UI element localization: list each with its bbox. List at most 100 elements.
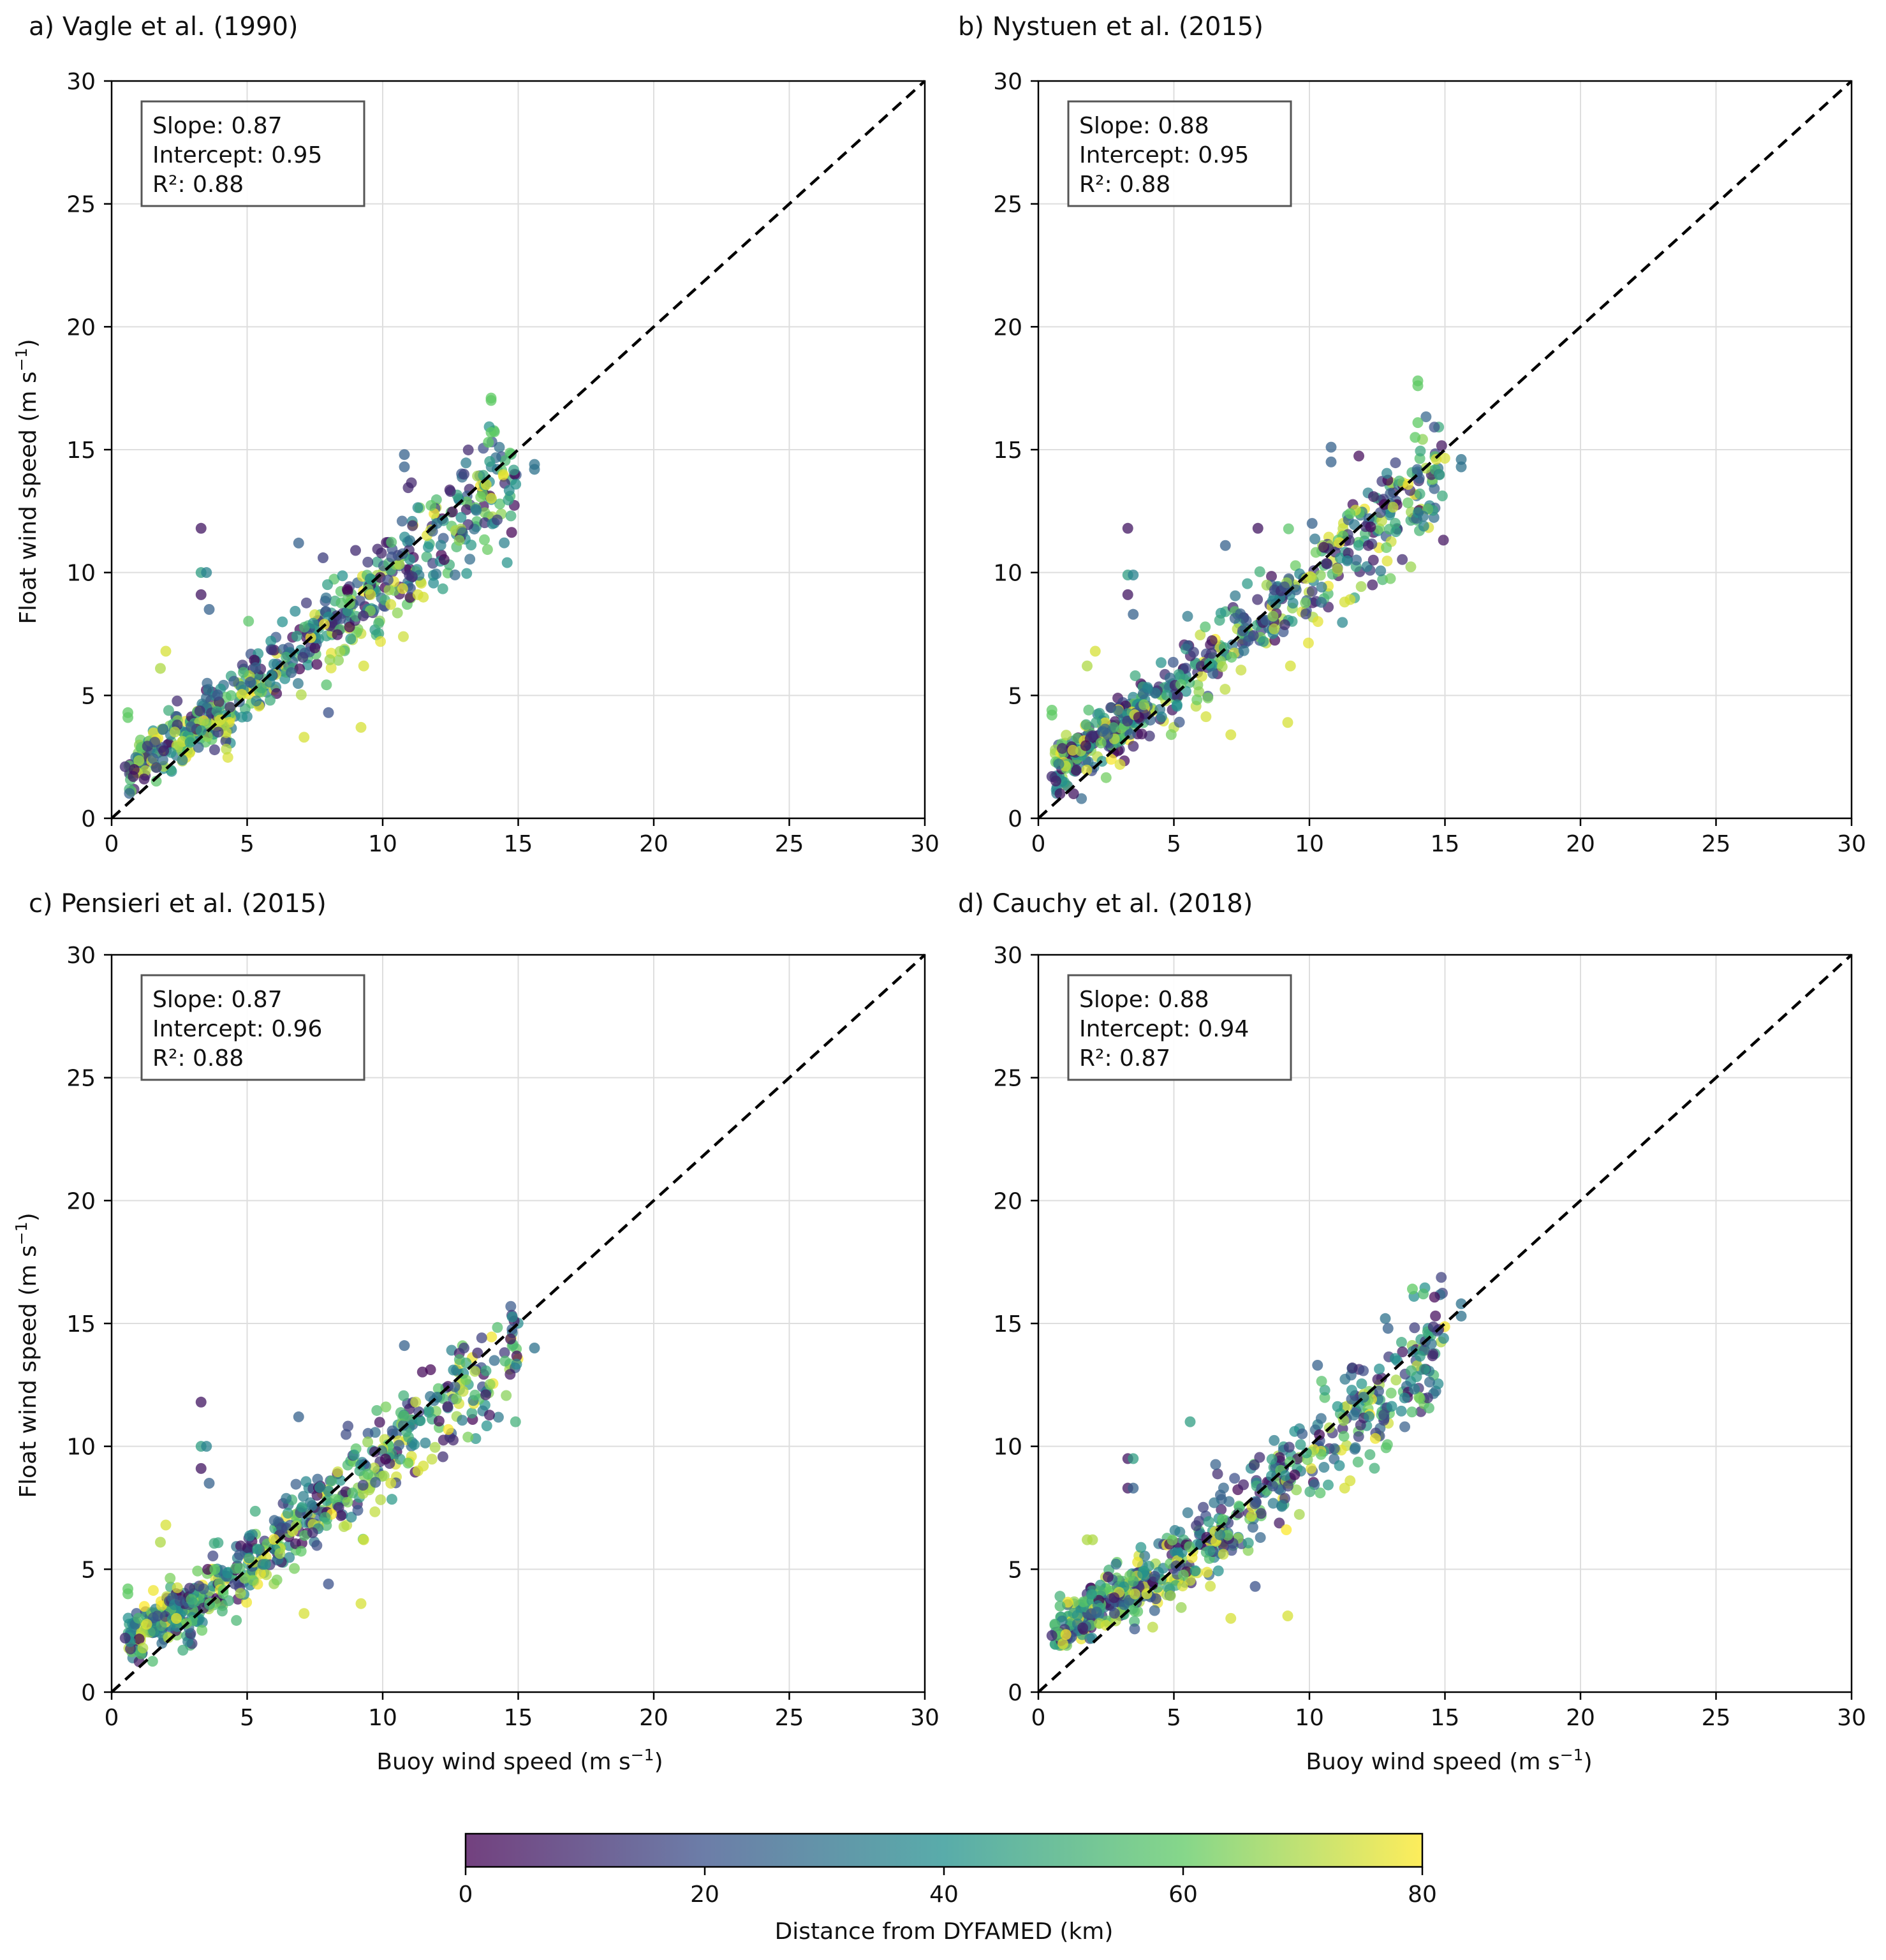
data-point — [492, 1411, 504, 1423]
data-point — [480, 1365, 492, 1376]
data-point — [229, 1578, 240, 1589]
data-point — [1429, 422, 1440, 433]
stats-line: Slope: 0.88 — [1079, 113, 1209, 139]
data-point — [1184, 1416, 1196, 1427]
data-point — [428, 577, 439, 589]
data-point — [1205, 1581, 1216, 1592]
data-point — [1180, 663, 1191, 674]
y-axis-label-top: Float wind speed (m s−1) — [12, 339, 41, 624]
data-point — [1375, 565, 1387, 577]
data-point — [203, 1477, 215, 1489]
data-point — [422, 542, 434, 553]
data-point — [1128, 570, 1139, 581]
data-point — [451, 1393, 462, 1404]
data-point — [1274, 1517, 1285, 1529]
y-tick-label: 5 — [81, 683, 96, 709]
stats-line: Slope: 0.88 — [1079, 987, 1209, 1013]
data-point — [476, 1332, 487, 1344]
data-point — [1282, 717, 1293, 728]
y-tick-label: 0 — [81, 1680, 96, 1706]
data-point — [1249, 1581, 1261, 1592]
colorbar-tick-label: 40 — [929, 1882, 959, 1908]
data-point — [1438, 1332, 1449, 1344]
data-point — [355, 721, 367, 733]
y-tick-label: 5 — [1008, 1557, 1022, 1583]
data-point — [1105, 754, 1117, 765]
stats-line: Intercept: 0.95 — [152, 142, 322, 168]
data-point — [386, 536, 397, 548]
data-point — [163, 1632, 174, 1644]
data-point — [1202, 1566, 1213, 1578]
data-point — [312, 1473, 323, 1485]
data-point — [1191, 694, 1203, 705]
data-point — [505, 1369, 516, 1380]
data-point — [1162, 1582, 1174, 1593]
data-point — [1412, 380, 1424, 392]
data-point — [1300, 608, 1311, 620]
data-point — [201, 692, 212, 704]
data-point — [429, 508, 440, 519]
data-point — [290, 1538, 301, 1549]
data-point — [1341, 555, 1353, 566]
data-point — [260, 1558, 272, 1570]
data-point — [1372, 1374, 1383, 1385]
data-point — [508, 464, 519, 476]
data-point — [209, 744, 220, 756]
data-point — [438, 554, 450, 565]
data-point — [410, 1396, 422, 1408]
data-point — [426, 1454, 438, 1465]
data-point — [1389, 518, 1401, 529]
data-point — [1378, 1409, 1390, 1420]
data-point — [486, 1331, 497, 1343]
data-point — [449, 569, 460, 580]
data-point — [1306, 518, 1318, 529]
data-point — [407, 571, 418, 582]
data-point — [297, 652, 309, 663]
data-point — [158, 745, 170, 756]
one-to-one-line — [1037, 954, 1853, 1693]
x-axis-label-left: Buoy wind speed (m s−1) — [376, 1746, 663, 1775]
data-point — [457, 1385, 469, 1397]
data-point — [1238, 645, 1249, 656]
stats-line: R²: 0.87 — [1079, 1045, 1170, 1072]
data-point — [402, 1457, 414, 1469]
data-point — [350, 545, 361, 556]
data-point — [169, 726, 180, 738]
data-point — [1086, 730, 1097, 742]
data-point — [217, 1588, 229, 1600]
data-point — [378, 1470, 390, 1482]
data-point — [307, 617, 319, 629]
data-point — [1195, 630, 1206, 641]
x-tick-label: 5 — [1167, 831, 1181, 857]
data-point — [1087, 1534, 1098, 1545]
data-point — [481, 1420, 492, 1432]
data-point — [203, 603, 215, 615]
data-point — [1139, 1551, 1151, 1562]
data-point — [1318, 542, 1329, 553]
data-point — [1380, 1313, 1391, 1324]
data-point — [1373, 1385, 1385, 1397]
data-point — [1171, 699, 1182, 711]
data-point — [321, 1520, 332, 1531]
data-point — [1227, 639, 1238, 651]
x-tick-label: 25 — [1702, 831, 1731, 857]
data-point — [1455, 461, 1467, 473]
y-tick-label: 0 — [81, 806, 96, 832]
data-point — [271, 1574, 283, 1586]
data-point — [195, 1463, 207, 1474]
y-tick-label: 25 — [993, 1066, 1022, 1092]
data-point — [412, 502, 424, 513]
x-tick-label: 30 — [1837, 831, 1866, 857]
data-point — [298, 1491, 309, 1502]
data-point — [460, 504, 472, 515]
data-point — [195, 725, 207, 737]
data-point — [484, 1378, 496, 1390]
data-point — [483, 1410, 495, 1421]
y-tick-label: 30 — [993, 69, 1022, 95]
data-point — [1345, 508, 1356, 519]
data-point — [290, 605, 301, 617]
data-point — [1046, 1630, 1057, 1641]
data-point — [1287, 598, 1299, 609]
data-point — [1219, 540, 1231, 551]
